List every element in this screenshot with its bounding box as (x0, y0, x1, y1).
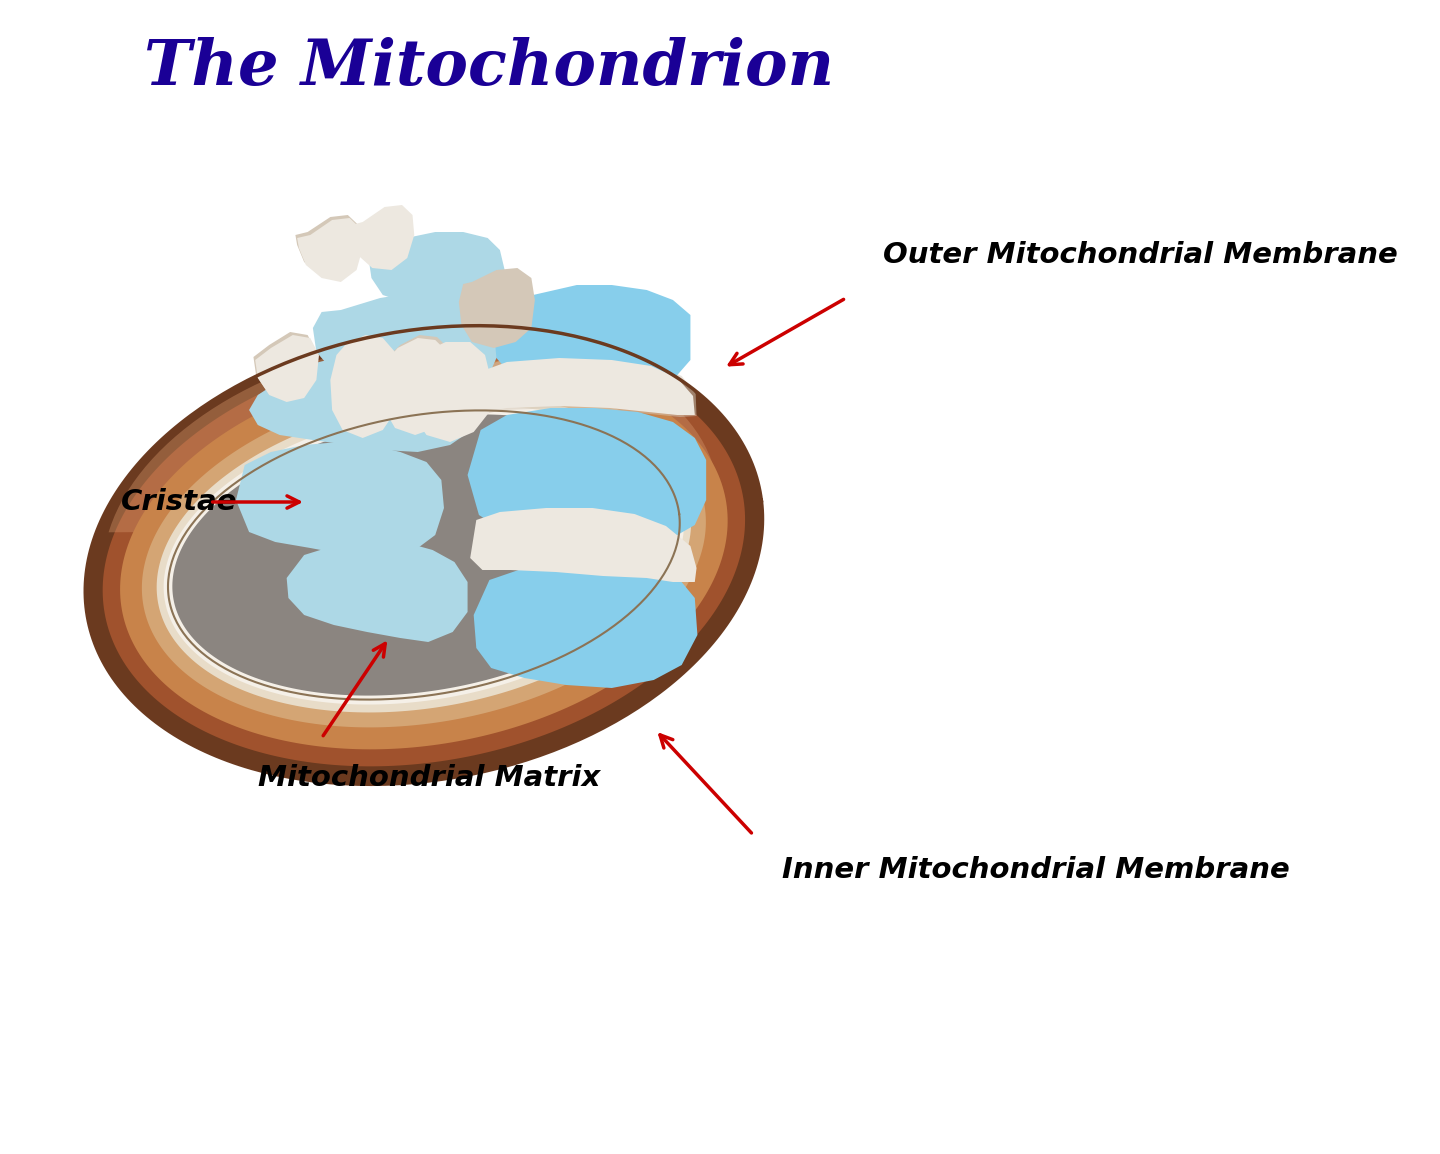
Polygon shape (249, 352, 480, 452)
Polygon shape (474, 562, 697, 688)
Polygon shape (383, 338, 452, 435)
Polygon shape (253, 332, 317, 399)
Polygon shape (383, 335, 455, 432)
Polygon shape (164, 405, 684, 705)
Polygon shape (480, 358, 694, 420)
Text: Mitochondrial Matrix: Mitochondrial Matrix (258, 764, 600, 792)
Polygon shape (330, 335, 400, 439)
Polygon shape (108, 338, 719, 532)
Text: Cristae: Cristae (121, 488, 238, 516)
Polygon shape (173, 414, 675, 696)
Text: Inner Mitochondrial Membrane: Inner Mitochondrial Membrane (782, 856, 1290, 884)
Polygon shape (120, 361, 727, 749)
Polygon shape (312, 292, 497, 388)
Polygon shape (409, 342, 491, 442)
Polygon shape (236, 442, 444, 559)
Polygon shape (471, 508, 697, 582)
Polygon shape (369, 232, 505, 312)
Polygon shape (348, 205, 415, 270)
Polygon shape (157, 397, 691, 712)
Polygon shape (485, 285, 690, 385)
Polygon shape (287, 540, 468, 642)
Polygon shape (255, 335, 320, 402)
Polygon shape (295, 215, 361, 279)
Polygon shape (459, 268, 534, 349)
Polygon shape (102, 344, 744, 766)
Text: Outer Mitochondrial Membrane: Outer Mitochondrial Membrane (883, 241, 1397, 269)
Polygon shape (143, 383, 706, 727)
Polygon shape (297, 218, 363, 282)
Polygon shape (468, 409, 706, 545)
Polygon shape (472, 355, 697, 424)
Text: The Mitochondrion: The Mitochondrion (144, 37, 834, 99)
Polygon shape (85, 325, 763, 785)
